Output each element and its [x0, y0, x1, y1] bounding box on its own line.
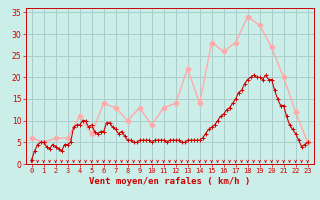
- X-axis label: Vent moyen/en rafales ( km/h ): Vent moyen/en rafales ( km/h ): [89, 177, 250, 186]
